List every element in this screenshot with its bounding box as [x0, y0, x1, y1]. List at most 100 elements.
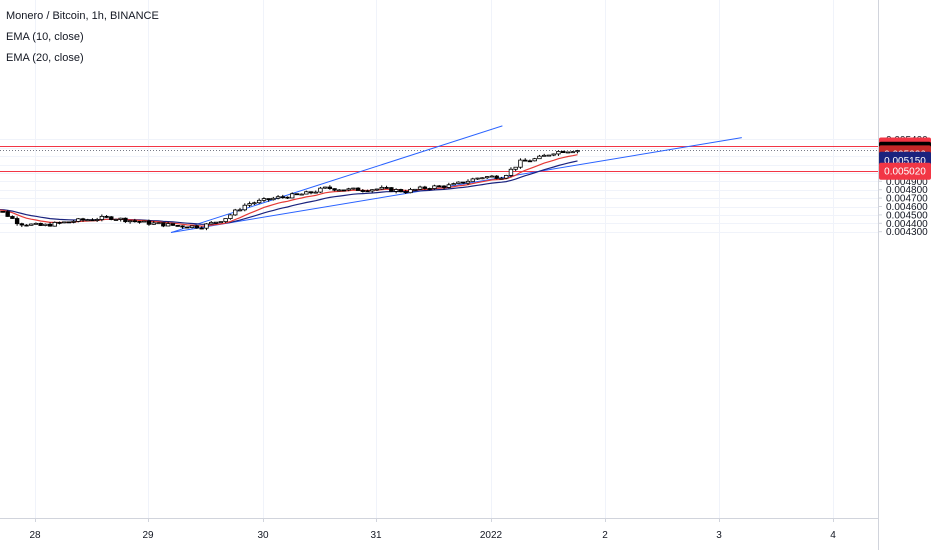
candle-down [19, 223, 25, 226]
price-badge-label: 0.005020 [884, 167, 926, 178]
candle-up [247, 203, 252, 206]
candle-down [365, 190, 370, 193]
candle-up [518, 159, 523, 168]
candle-down [360, 190, 366, 192]
candle-down [90, 219, 95, 222]
candle-down [194, 225, 200, 229]
candle-up [223, 218, 228, 223]
candle-up [233, 209, 238, 216]
candle-up [542, 154, 547, 157]
candle-up [271, 197, 276, 201]
candle-down [332, 188, 337, 191]
candle-up [218, 221, 224, 224]
indicator-ema-20[interactable]: EMA (20, close) [6, 52, 84, 64]
candle-up [204, 223, 209, 229]
candle-down [66, 221, 72, 224]
candle-up [508, 168, 514, 176]
candle-down [422, 186, 428, 189]
candle-up [252, 202, 257, 205]
candle-down [308, 191, 314, 194]
candle-up [85, 219, 90, 222]
candle-down [527, 160, 533, 163]
candle-up [261, 198, 267, 201]
candle-up [546, 154, 552, 157]
candle-down [494, 175, 499, 179]
candle-down [523, 159, 528, 162]
candle-down [14, 218, 20, 225]
candle-up [513, 166, 518, 170]
candle-down [180, 225, 185, 228]
candle-up [417, 186, 423, 190]
time-tick-label: 28 [29, 530, 41, 541]
candle-up [484, 176, 490, 179]
candle-up [151, 222, 156, 225]
candle-down [327, 186, 333, 190]
candle-down [109, 216, 114, 220]
trendlines [170, 125, 742, 234]
candle-up [499, 177, 504, 180]
candle-up [570, 151, 575, 154]
candle-down [398, 189, 404, 193]
candle-up [99, 215, 105, 220]
candle-up [379, 187, 384, 190]
candle-up [413, 188, 418, 191]
candle-up [304, 191, 309, 195]
candle-down [10, 216, 15, 219]
candle-down [461, 181, 466, 184]
candle-up [275, 196, 281, 199]
candle-up [451, 183, 456, 186]
candle-down [384, 187, 389, 189]
candle-up [228, 214, 233, 219]
time-tick-label: 2 [602, 530, 608, 541]
trendline [170, 137, 742, 234]
candle-up [456, 181, 461, 184]
candle-up [94, 219, 100, 221]
candle-down [0, 210, 6, 213]
candle-down [47, 223, 53, 227]
candle-up [556, 151, 561, 155]
chart-title[interactable]: Monero / Bitcoin, 1h, BINANCE [6, 10, 159, 22]
candle-up [209, 221, 214, 225]
grid [0, 0, 878, 518]
candle-up [29, 223, 34, 226]
candle-up [565, 151, 571, 154]
candle-up [432, 185, 437, 189]
candle-down [132, 220, 138, 223]
candle-down [38, 222, 43, 226]
candle-up [393, 189, 399, 192]
candle-up [446, 184, 452, 188]
candle-up [475, 177, 480, 180]
candle-up [351, 187, 356, 190]
candle-up [551, 153, 556, 156]
candle-up [127, 220, 133, 223]
ema-10-group [0, 154, 578, 227]
candle-down [161, 222, 166, 227]
candle-down [266, 198, 271, 201]
candle-up [242, 204, 247, 211]
candle-up [156, 222, 161, 225]
candle-up [33, 222, 39, 225]
candle-up [537, 155, 542, 160]
candle-down [403, 191, 408, 194]
candle-down [57, 222, 62, 224]
candle-down [280, 196, 285, 199]
plot-area[interactable] [0, 0, 878, 518]
time-tick-label: 2022 [480, 530, 503, 541]
price-tick-label: 0.004900 [886, 177, 928, 188]
price-tick-label: 0.004300 [886, 227, 928, 238]
candle-up [313, 191, 318, 194]
price-tick-label: 0.004400 [886, 219, 928, 230]
candles [0, 149, 580, 231]
candle-down [137, 220, 142, 223]
candle-down [170, 223, 176, 226]
indicator-ema-10[interactable]: EMA (10, close) [6, 31, 84, 43]
candle-down [294, 193, 300, 196]
time-tick-label: 30 [257, 530, 269, 541]
candle-up [118, 217, 123, 220]
price-tick-label: 0.004800 [886, 185, 928, 196]
candle-up [43, 223, 48, 226]
candle-down [175, 224, 180, 227]
time-axis[interactable]: 28 29 30 31 2022 2 3 4 [29, 518, 836, 541]
